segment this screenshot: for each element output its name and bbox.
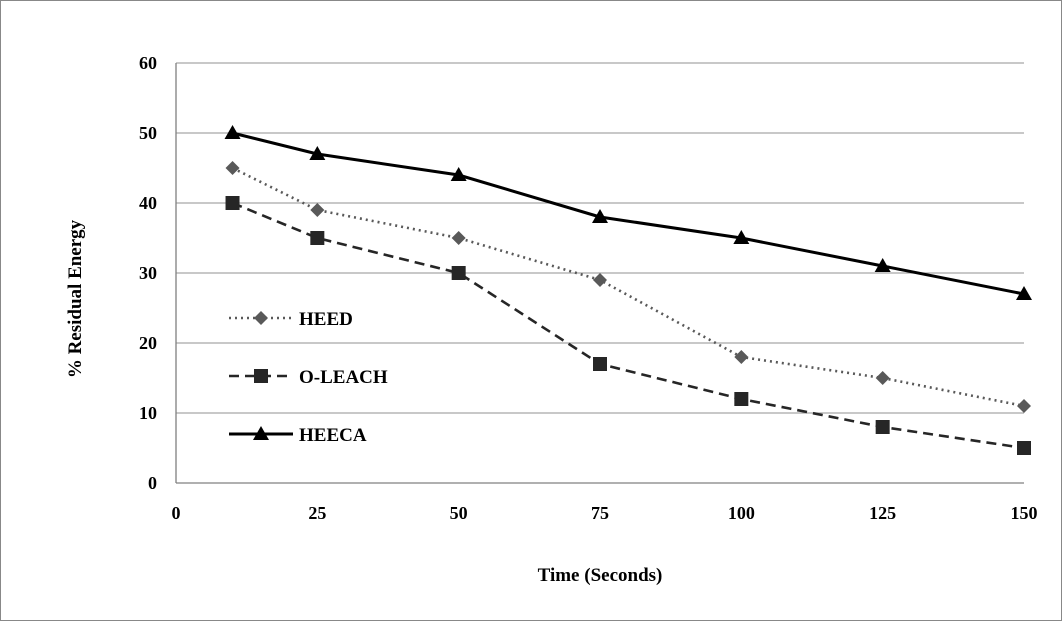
legend-label-heeca: HEECA [299, 425, 367, 446]
data-point-heed-0 [225, 161, 240, 175]
series-layer [224, 125, 1032, 455]
data-point-heeca-4 [733, 230, 750, 244]
legend-swatch-marker-heed [254, 311, 268, 325]
legend-label-o-leach: O-LEACH [299, 367, 388, 388]
y-tick-label-10: 10 [139, 403, 157, 423]
y-tick-label-50: 50 [139, 123, 157, 143]
data-point-o-leach-2 [451, 266, 466, 280]
data-point-heeca-1 [309, 146, 326, 160]
data-point-heeca-6 [1016, 286, 1032, 300]
x-tick-label-150: 150 [1011, 503, 1038, 523]
legend-item-o-leach: O-LEACH [229, 367, 388, 388]
y-tick-label-60: 60 [139, 53, 157, 73]
x-axis-title: Time (Seconds) [538, 565, 663, 586]
x-tick-label-0: 0 [172, 503, 181, 523]
data-point-o-leach-4 [734, 392, 749, 406]
legend-swatch-marker-heeca [253, 426, 269, 440]
data-point-heeca-2 [450, 167, 467, 181]
y-tick-label-20: 20 [139, 333, 157, 353]
data-point-o-leach-3 [593, 357, 607, 371]
axis-layer: 0 10 20 30 40 50 60 0 25 50 75 100 125 150 [139, 53, 1038, 523]
data-point-heed-2 [451, 231, 466, 245]
data-point-heeca-3 [592, 209, 608, 223]
data-point-heed-6 [1017, 399, 1031, 413]
data-point-heed-1 [310, 203, 325, 217]
legend-item-heeca: HEECA [229, 425, 367, 446]
legend: HEED O-LEACH HEECA [229, 309, 388, 446]
y-tick-label-40: 40 [139, 193, 157, 213]
data-point-o-leach-0 [225, 196, 240, 210]
data-point-heed-4 [734, 350, 749, 364]
data-point-o-leach-6 [1017, 441, 1031, 455]
data-point-heed-5 [875, 371, 890, 385]
data-point-heed-3 [593, 273, 607, 287]
x-tick-label-25: 25 [308, 503, 326, 523]
x-tick-label-125: 125 [869, 503, 896, 523]
legend-label-heed: HEED [299, 309, 353, 330]
x-tick-label-50: 50 [450, 503, 468, 523]
series-heed [225, 161, 1031, 413]
y-axis-title: % Residual Energy [65, 219, 86, 378]
series-heeca [224, 125, 1032, 300]
x-tick-label-100: 100 [728, 503, 755, 523]
data-point-o-leach-1 [310, 231, 325, 245]
legend-item-heed: HEED [229, 309, 353, 330]
x-tick-label-75: 75 [591, 503, 609, 523]
series-o-leach [225, 196, 1031, 455]
series-line-heeca [232, 131, 1025, 296]
y-tick-label-0: 0 [148, 473, 157, 493]
data-point-heeca-5 [874, 258, 891, 272]
data-point-o-leach-5 [875, 420, 890, 434]
data-point-heeca-0 [224, 125, 241, 139]
legend-swatch-marker-o-leach [254, 369, 268, 383]
y-tick-label-30: 30 [139, 263, 157, 283]
